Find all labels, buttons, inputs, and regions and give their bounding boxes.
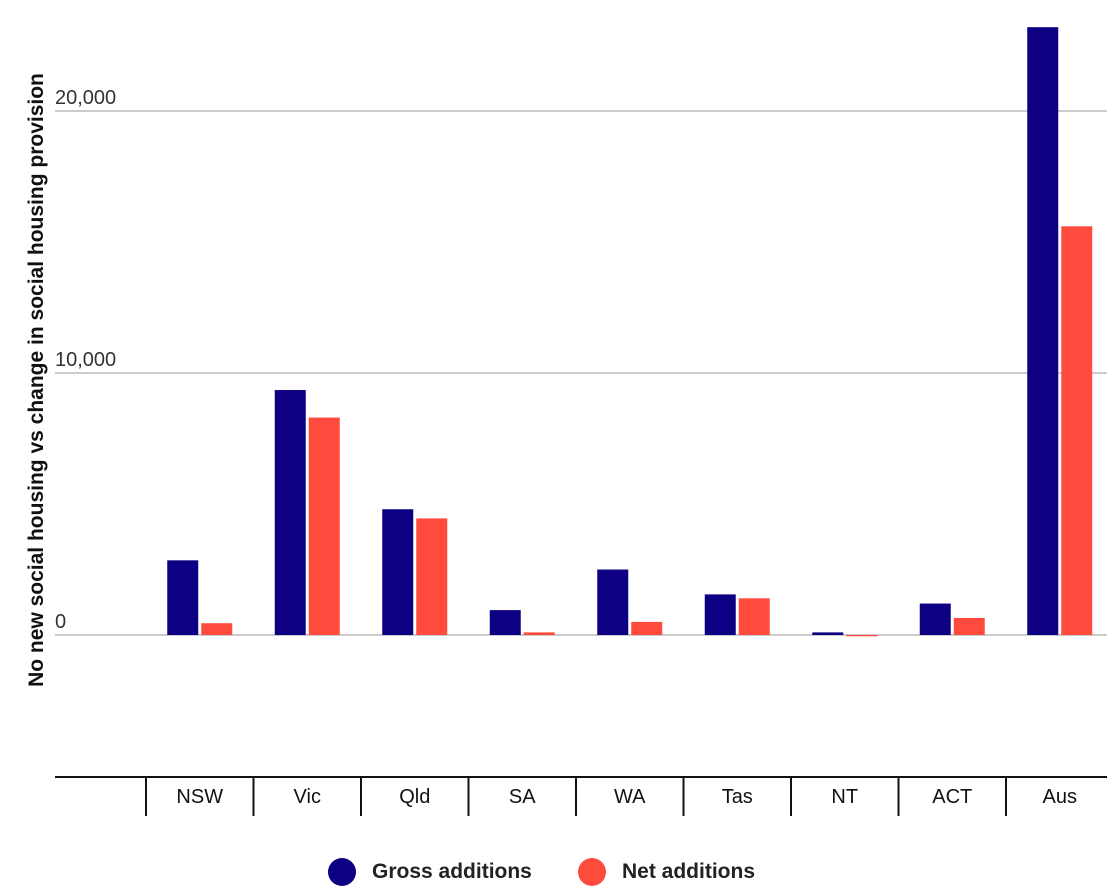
bar-gross-additions xyxy=(167,560,199,635)
bar-net-additions xyxy=(308,417,340,635)
y-tick-label: 0 xyxy=(55,611,66,633)
y-axis-label: No new social housing vs change in socia… xyxy=(25,73,48,687)
legend-label: Gross additions xyxy=(372,860,532,883)
bars xyxy=(167,27,1093,637)
bar-gross-additions xyxy=(812,632,844,635)
x-tick-label: Aus xyxy=(1043,786,1077,808)
bar-gross-additions xyxy=(274,390,306,635)
bar-gross-additions xyxy=(597,569,629,635)
bar-gross-additions xyxy=(704,594,736,635)
category-axis: NSW Vic Qld SA WA Tas NT ACT Aus xyxy=(55,776,1107,816)
bar-net-additions xyxy=(738,598,770,635)
x-tick-label: NT xyxy=(831,786,858,808)
bar-net-additions xyxy=(523,632,555,635)
bar-gross-additions xyxy=(919,603,951,635)
gridlines xyxy=(55,110,1107,636)
y-tick-labels: 0 10,000 20,000 xyxy=(55,87,116,633)
x-tick-label: SA xyxy=(509,786,536,808)
bar-gross-additions xyxy=(382,509,414,635)
bar-gross-additions xyxy=(1027,27,1059,636)
x-tick-label: Vic xyxy=(294,786,321,808)
x-tick-label: NSW xyxy=(176,786,223,808)
bar-net-additions xyxy=(1061,226,1093,635)
legend: Gross additions Net additions xyxy=(328,858,755,886)
x-tick-label: ACT xyxy=(932,786,972,808)
y-tick-label: 10,000 xyxy=(55,349,116,371)
legend-swatch xyxy=(328,858,356,886)
x-tick-label: WA xyxy=(614,786,646,808)
bar-net-additions xyxy=(846,635,878,637)
y-tick-label: 20,000 xyxy=(55,87,116,109)
bar-net-additions xyxy=(201,623,233,635)
bar-net-additions xyxy=(631,621,663,635)
legend-swatch xyxy=(578,858,606,886)
x-tick-label: Tas xyxy=(722,786,753,808)
legend-label: Net additions xyxy=(622,860,755,883)
bar-net-additions xyxy=(953,617,985,635)
bar-gross-additions xyxy=(489,610,521,635)
x-tick-label: Qld xyxy=(399,786,430,808)
bar-net-additions xyxy=(416,518,448,635)
